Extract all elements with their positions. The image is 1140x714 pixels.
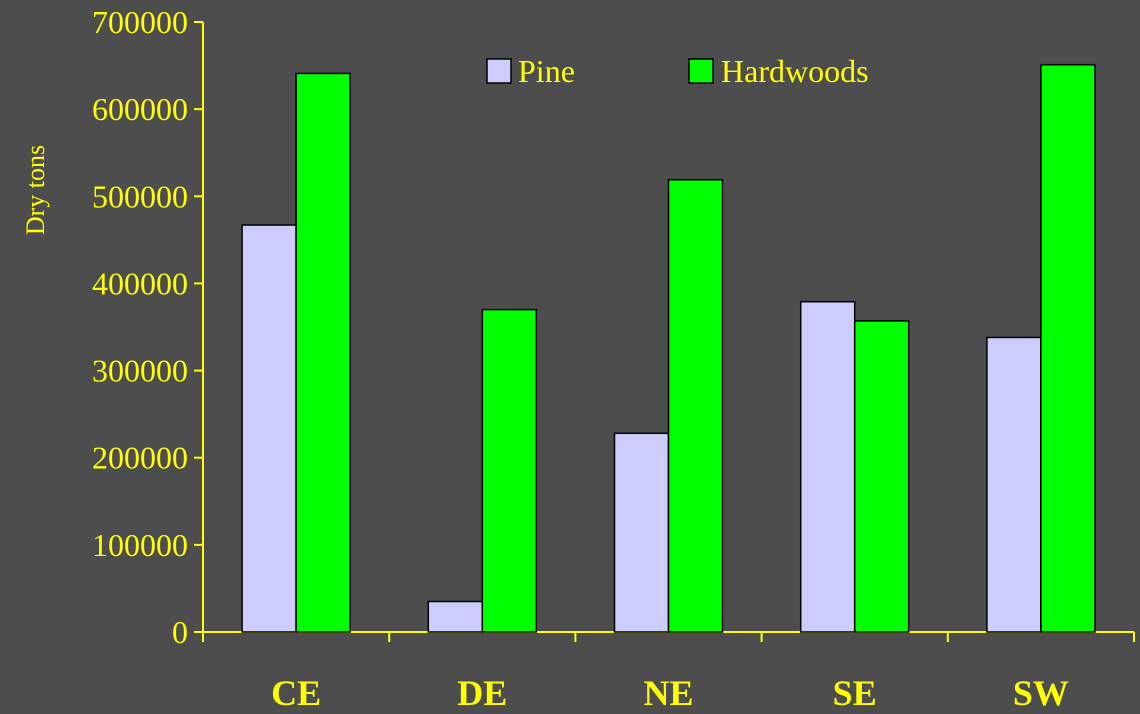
bar-hardwoods-ce: [295, 72, 351, 633]
y-tick-label: 200000: [92, 440, 188, 476]
x-tick-label: DE: [457, 673, 507, 713]
bar-pine-ce: [241, 224, 297, 633]
y-axis-title: Dry tons: [21, 145, 50, 235]
legend-label-pine: Pine: [518, 53, 575, 89]
y-tick-label: 0: [172, 614, 188, 650]
bar-pine-se: [799, 300, 856, 633]
x-tick-label: CE: [271, 673, 321, 713]
y-tick-label: 500000: [92, 178, 188, 214]
x-tick-label: SW: [1013, 673, 1069, 713]
y-tick-label: 700000: [92, 4, 188, 40]
bar-hardwoods-se: [853, 320, 910, 633]
x-tick-label: NE: [643, 673, 693, 713]
bar-pine-ne: [613, 432, 670, 633]
legend-swatch-pine: [486, 58, 512, 84]
bar-pine-de: [427, 600, 484, 633]
bar-hardwoods-ne: [667, 178, 724, 633]
bar-hardwoods-de: [481, 308, 538, 633]
legend-swatch-hardwoods: [688, 58, 714, 84]
y-tick-label: 600000: [92, 91, 188, 127]
bars: [241, 63, 1096, 633]
legend-label-hardwoods: Hardwoods: [721, 53, 869, 89]
bar-pine-sw: [986, 336, 1042, 633]
y-axis: 0 100000 200000 300000 400000 500000 600000 700…: [92, 4, 204, 650]
y-tick-label: 300000: [92, 353, 188, 389]
legend: Pine Hardwoods: [486, 53, 869, 89]
x-axis: CE DE NE SE SW: [202, 631, 1135, 713]
y-tick-label: 100000: [92, 527, 188, 563]
x-tick-label: SE: [833, 673, 877, 713]
bar-hardwoods-sw: [1040, 63, 1096, 633]
y-tick-label: 400000: [92, 265, 188, 301]
